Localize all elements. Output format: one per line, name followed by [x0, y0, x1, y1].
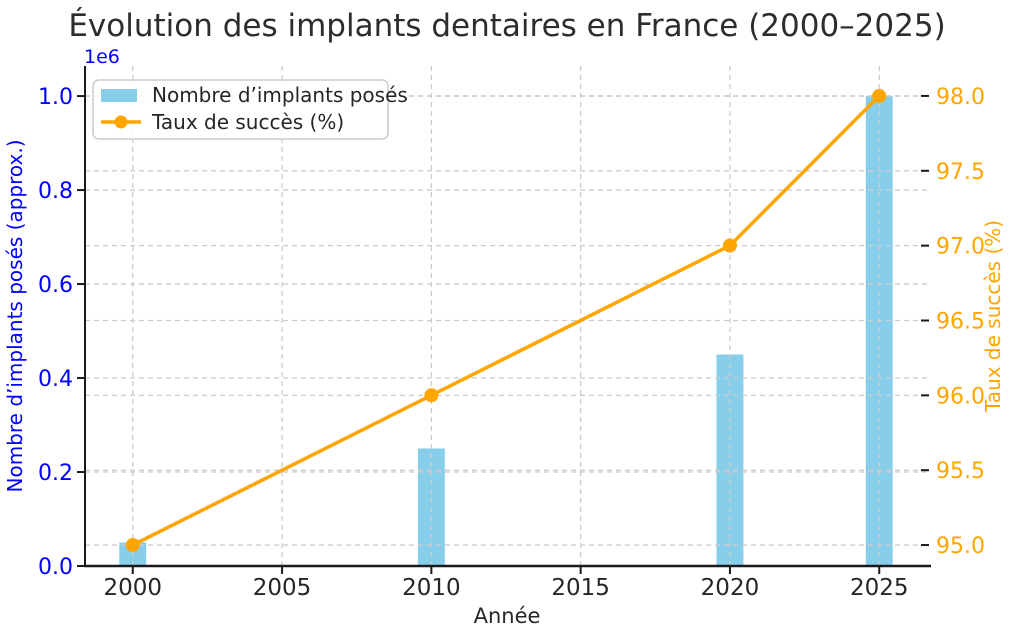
line-marker-2020: [722, 238, 737, 253]
x-axis-label: Année: [474, 604, 541, 628]
line-marker-2010: [424, 388, 439, 403]
legend-box: [92, 79, 389, 140]
y-left-tick-label: 0.8: [38, 179, 73, 204]
y-right-tick-label: 97.5: [936, 160, 985, 185]
y-left-tick-label: 0.0: [38, 555, 73, 580]
x-tick-label: 2010: [402, 575, 461, 601]
chart-title: Évolution des implants dentaires en Fran…: [68, 8, 946, 44]
y-right-tick-label: 96.5: [936, 309, 985, 334]
y-left-offset-label: 1e6: [84, 46, 120, 68]
axes-spines: [84, 66, 931, 568]
y-right-tick-label: 95.5: [936, 459, 985, 484]
legend: Nombre d’implants posés Taux de succès (%…: [92, 79, 408, 140]
line-marker-2000: [125, 538, 140, 552]
y-left-tick-label: 0.4: [38, 367, 73, 392]
success-rate-line: [132, 94, 881, 547]
y-axis-left-label: Nombre d’implants posés (approx.): [3, 140, 27, 493]
y-right-tick-label: 95.0: [936, 534, 985, 559]
gridlines: [85, 66, 930, 566]
legend-label-1: Taux de succès (%): [151, 110, 344, 134]
line-series: [125, 88, 887, 552]
y-left-tick-label: 1.0: [38, 85, 73, 110]
y-axis-right-label: Taux de succès (%): [981, 220, 1005, 413]
line-marker-2025: [872, 88, 887, 103]
x-tick-label: 2000: [104, 575, 163, 601]
legend-label-0: Nombre d’implants posés: [152, 83, 408, 107]
legend-marker-icon: [114, 115, 128, 129]
y-left-tick-label: 0.2: [38, 461, 73, 486]
axis-titles: Nombre d’implants posés (approx.) Taux de…: [3, 46, 1005, 628]
x-tick-label: 2005: [253, 575, 312, 601]
bar-2020: [716, 354, 744, 566]
y-right-tick-label: 97.0: [936, 235, 985, 260]
x-tick-label: 2020: [701, 575, 760, 601]
y-left-tick-label: 0.6: [38, 273, 73, 298]
tick-labels: 0.0 0.2 0.4 0.6 0.8 1.0 2000 2005 2010 2015 2020 20…: [38, 85, 985, 601]
tick-marks: [77, 94, 929, 574]
x-tick-label: 2025: [850, 575, 909, 601]
x-tick-label: 2015: [551, 575, 610, 601]
legend-swatch-bar: [101, 89, 137, 102]
y-right-tick-label: 96.0: [936, 384, 985, 409]
y-right-tick-label: 98.0: [936, 85, 985, 110]
